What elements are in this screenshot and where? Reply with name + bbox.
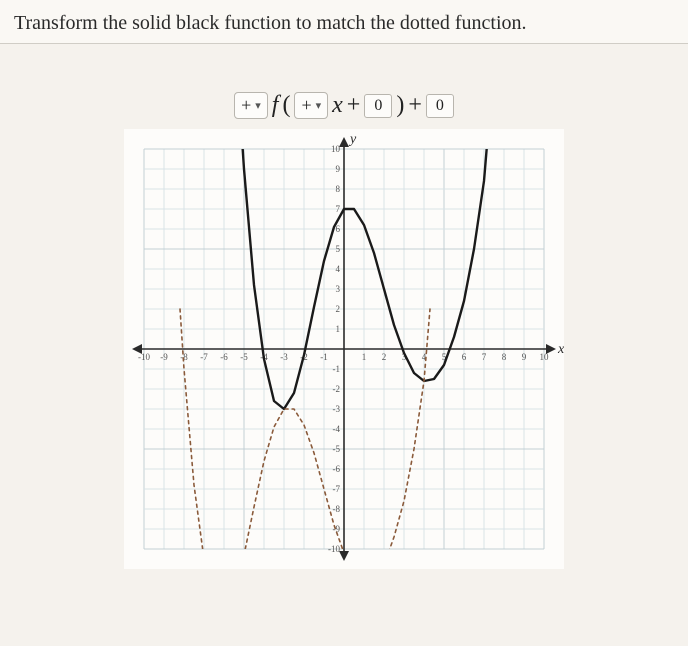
sign-inner-dropdown[interactable]: + ▾ xyxy=(294,92,328,119)
svg-text:-10: -10 xyxy=(138,352,150,362)
svg-text:1: 1 xyxy=(362,352,367,362)
svg-text:-5: -5 xyxy=(333,444,341,454)
svg-text:-1: -1 xyxy=(320,352,328,362)
open-paren: ( xyxy=(282,92,290,119)
chevron-down-icon: ▾ xyxy=(255,99,261,112)
svg-text:-4: -4 xyxy=(333,424,341,434)
svg-text:7: 7 xyxy=(336,204,341,214)
graph-canvas: -10-9-8-7-6-5-4-3-2-112345678910-10-9-8-… xyxy=(124,129,564,569)
transform-controls: + ▾ f ( + ▾ x + 0 ) + 0 xyxy=(0,92,688,119)
svg-text:-1: -1 xyxy=(333,364,341,374)
x-label: x xyxy=(332,92,343,119)
svg-text:9: 9 xyxy=(522,352,527,362)
svg-text:5: 5 xyxy=(336,244,341,254)
svg-text:7: 7 xyxy=(482,352,487,362)
svg-text:-3: -3 xyxy=(333,404,341,414)
prompt-text: Transform the solid black function to ma… xyxy=(14,12,674,35)
svg-text:2: 2 xyxy=(382,352,387,362)
svg-text:-8: -8 xyxy=(333,504,341,514)
svg-text:-9: -9 xyxy=(160,352,168,362)
svg-text:-7: -7 xyxy=(333,484,341,494)
svg-text:8: 8 xyxy=(502,352,507,362)
plus-outer: + xyxy=(408,92,422,119)
svg-text:-6: -6 xyxy=(220,352,228,362)
svg-text:-8: -8 xyxy=(180,352,188,362)
sign-outer-value: + xyxy=(241,95,251,116)
svg-text:-3: -3 xyxy=(280,352,288,362)
svg-text:1: 1 xyxy=(336,324,341,334)
sign-inner-value: + xyxy=(301,95,311,116)
sign-outer-dropdown[interactable]: + ▾ xyxy=(234,92,268,119)
svg-text:-10: -10 xyxy=(328,544,340,554)
svg-text:-2: -2 xyxy=(333,384,341,394)
chevron-down-icon: ▾ xyxy=(316,99,322,112)
svg-text:6: 6 xyxy=(336,224,341,234)
f-label: f xyxy=(272,92,279,119)
svg-text:10: 10 xyxy=(331,144,341,154)
svg-text:2: 2 xyxy=(336,304,341,314)
svg-text:9: 9 xyxy=(336,164,341,174)
svg-text:-5: -5 xyxy=(240,352,248,362)
svg-text:4: 4 xyxy=(336,264,341,274)
svg-text:y: y xyxy=(348,132,357,147)
inner-offset-input[interactable]: 0 xyxy=(364,94,392,118)
svg-text:-6: -6 xyxy=(333,464,341,474)
svg-text:x: x xyxy=(557,342,564,357)
close-paren: ) xyxy=(396,92,404,119)
svg-text:10: 10 xyxy=(540,352,550,362)
prompt-row: Transform the solid black function to ma… xyxy=(0,0,688,44)
svg-text:-7: -7 xyxy=(200,352,208,362)
svg-text:6: 6 xyxy=(462,352,467,362)
svg-text:3: 3 xyxy=(336,284,341,294)
svg-text:8: 8 xyxy=(336,184,341,194)
graph-container: -10-9-8-7-6-5-4-3-2-112345678910-10-9-8-… xyxy=(0,129,688,569)
plus-inner: + xyxy=(347,92,361,119)
outer-offset-input[interactable]: 0 xyxy=(426,94,454,118)
